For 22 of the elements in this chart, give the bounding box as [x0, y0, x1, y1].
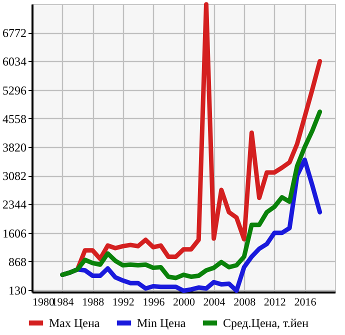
y-tick-label: 6772 [2, 26, 26, 40]
y-tick-label: 1606 [2, 226, 26, 240]
y-tick-label: 130 [8, 284, 26, 298]
x-tick-label: 1996 [142, 296, 166, 308]
y-tick-label: 3820 [2, 140, 26, 155]
y-tick-label: 2344 [2, 198, 26, 212]
y-tick-label: 868 [8, 254, 26, 269]
x-tick-label: 2008 [234, 296, 256, 308]
y-tick-label: 3082 [2, 169, 26, 184]
x-tick-label: 2000 [173, 296, 196, 308]
legend-label: Min Цена [137, 316, 186, 330]
x-tick-label: 1992 [112, 296, 134, 308]
y-tick-label: 4558 [2, 112, 26, 126]
legend-label: Max Цена [49, 316, 100, 330]
y-tick-label: 5296 [2, 83, 26, 98]
x-tick-label: 2012 [264, 296, 286, 308]
x-tick-label: 1988 [82, 296, 105, 308]
line-series [60, 110, 322, 280]
y-tick-label: 6034 [2, 54, 26, 69]
x-tick-label: 2016 [294, 296, 317, 308]
x-tick-label: 2004 [203, 296, 226, 308]
legend-label: Сред.Цена, т.йен [223, 316, 310, 330]
